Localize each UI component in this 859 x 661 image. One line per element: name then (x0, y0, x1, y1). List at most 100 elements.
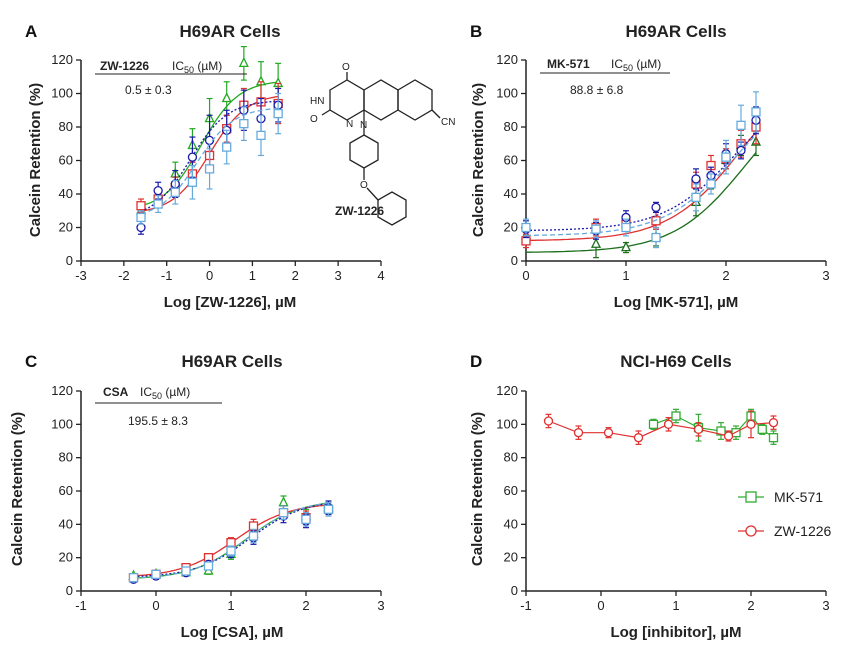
series-2 (521, 106, 761, 240)
fit-curve (140, 100, 279, 212)
panel-b-ic50-header: IC50 (µM) (611, 57, 661, 73)
x-tick-label: 1 (672, 598, 679, 613)
panel-b-axes: 0 20 40 60 80 100 120 0 1 2 3 (496, 52, 829, 283)
data-point (721, 152, 731, 162)
x-tick-label: 1 (622, 268, 629, 283)
panel-c-xlabel: Log [CSA], µM (181, 624, 284, 641)
y-tick-label: 120 (51, 52, 73, 67)
data-point (136, 212, 146, 223)
data-point (181, 566, 191, 576)
y-tick-label: 80 (504, 450, 518, 465)
x-tick-label: -1 (161, 268, 173, 283)
panel-label-b: B (470, 22, 482, 41)
panel-a-title: H69AR Cells (179, 22, 280, 41)
svg-text:N: N (360, 120, 367, 131)
data-point (153, 185, 163, 196)
data-point (239, 119, 249, 129)
series-1 (521, 109, 761, 249)
x-tick-label: -2 (118, 268, 130, 283)
x-tick-label: 0 (206, 268, 213, 283)
svg-text:O: O (342, 62, 350, 73)
panel-b-ic50-value: 88.8 ± 6.8 (570, 83, 624, 97)
series-3 (521, 91, 761, 249)
y-tick-label: 40 (504, 186, 518, 201)
x-tick-label: -1 (520, 598, 532, 613)
data-point (603, 428, 614, 438)
y-tick-label: 0 (511, 583, 518, 598)
x-tick-label: 2 (292, 268, 299, 283)
panel-a-ic50-compound: ZW-1226 (100, 59, 149, 73)
x-tick-label: 0 (522, 268, 529, 283)
data-point (170, 187, 180, 197)
zw-1226-structure-atoms: O HN O N N CN O ZW-1226 (310, 62, 455, 218)
svg-text:O: O (310, 114, 318, 125)
y-tick-label: 0 (66, 583, 73, 598)
data-point (706, 179, 716, 189)
data-point (591, 224, 601, 234)
panel-a-xlabel: Log [ZW-1226], µM (164, 294, 297, 311)
data-point (716, 426, 726, 436)
x-tick-label: 2 (302, 598, 309, 613)
y-tick-label: 100 (51, 416, 73, 431)
data-point (651, 232, 661, 243)
data-point (590, 237, 602, 248)
data-point (746, 419, 756, 429)
panel-b-title: H69AR Cells (625, 22, 726, 41)
y-tick-label: 0 (66, 253, 73, 268)
panel-c-ic50-compound: CSA (103, 385, 129, 399)
data-point (187, 152, 198, 162)
y-tick-label: 100 (51, 86, 73, 101)
panel-d-ylabel: Calcein Retention (%) (469, 412, 486, 566)
data-point (736, 120, 746, 130)
y-tick-label: 80 (59, 119, 73, 134)
data-point (620, 241, 632, 252)
panel-label-d: D (470, 352, 482, 371)
data-point (723, 431, 734, 441)
y-tick-label: 20 (59, 220, 73, 235)
data-point (693, 424, 704, 434)
y-tick-label: 40 (59, 516, 73, 531)
series-3 (136, 92, 283, 225)
panel-label-a: A (25, 22, 37, 41)
x-tick-label: 0 (597, 598, 604, 613)
fit-curve (133, 502, 329, 578)
fit-curve (140, 107, 279, 215)
x-tick-label: 1 (227, 598, 234, 613)
legend-marker-mk-571 (745, 491, 757, 503)
structure-label: ZW-1226 (335, 204, 384, 218)
panel-a-ic50-box: ZW-1226 IC50 (µM) 0.5 ± 0.3 (95, 59, 247, 97)
x-tick-label: -1 (75, 598, 87, 613)
data-point (238, 56, 249, 67)
data-point (751, 107, 761, 117)
y-tick-label: 60 (59, 483, 73, 498)
data-point (203, 561, 214, 571)
data-point (521, 222, 531, 233)
panel-b-xlabel: Log [MK-571], µM (614, 294, 738, 311)
data-point (543, 416, 554, 426)
panel-b-ic50-box: MK-571 IC50 (µM) 88.8 ± 6.8 (540, 57, 670, 97)
data-point (691, 174, 701, 184)
data-point (633, 433, 644, 443)
data-point (323, 504, 334, 514)
data-point (663, 419, 674, 429)
series-3 (128, 502, 334, 583)
panel-label-c: C (25, 352, 37, 371)
y-tick-label: 100 (496, 86, 518, 101)
data-point (221, 92, 232, 103)
legend: MK-571 ZW-1226 (738, 489, 832, 539)
data-point (187, 177, 198, 187)
data-point (153, 199, 163, 209)
x-tick-label: -3 (75, 268, 87, 283)
y-tick-label: 120 (496, 383, 518, 398)
x-tick-label: 2 (722, 268, 729, 283)
legend-item-mk-571: MK-571 (738, 489, 823, 505)
panel-c-title: H69AR Cells (181, 352, 282, 371)
y-tick-label: 40 (59, 186, 73, 201)
legend-label-zw-1226: ZW-1226 (774, 523, 832, 539)
data-point (671, 411, 681, 421)
data-point (278, 508, 289, 518)
data-point (301, 514, 311, 524)
series-0 (520, 128, 762, 259)
